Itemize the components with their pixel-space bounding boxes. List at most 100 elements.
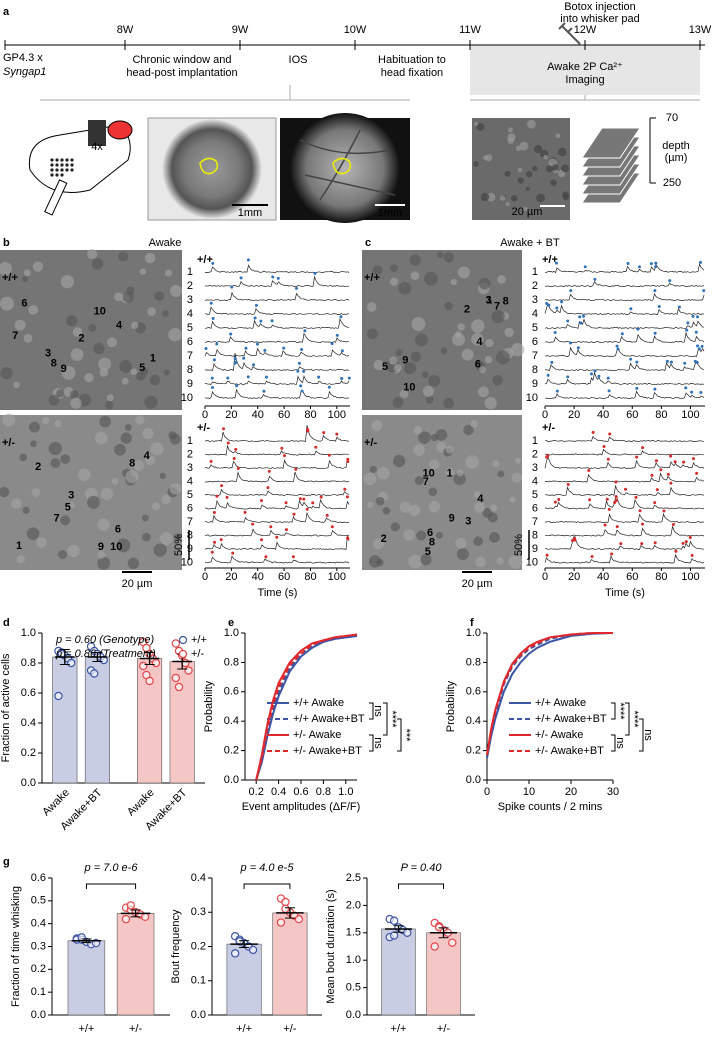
x-tick-label: 0	[484, 786, 490, 798]
cell	[473, 121, 479, 127]
genotype-badge: +/-	[2, 437, 15, 449]
cell	[118, 251, 129, 262]
objective-label: 4x	[91, 141, 103, 153]
event-marker	[210, 386, 214, 390]
cell	[451, 332, 466, 346]
cell	[114, 443, 126, 456]
fov-image	[362, 250, 522, 410]
trace	[544, 346, 705, 357]
cell-label: 1	[16, 540, 22, 552]
event-marker	[313, 271, 317, 275]
x-tick-label: 0	[542, 409, 548, 421]
event-marker	[545, 553, 549, 557]
trace	[544, 331, 705, 343]
data-point	[90, 669, 99, 678]
cell	[526, 170, 533, 178]
trace	[544, 360, 705, 372]
event-marker	[579, 321, 583, 325]
strain: GP4.3 x	[3, 52, 43, 64]
cell	[443, 397, 455, 409]
cell	[144, 395, 158, 409]
cell	[98, 357, 112, 371]
y-tick-label: 0.6	[466, 686, 481, 698]
cell-label: 5	[139, 362, 145, 374]
row-label: 4	[187, 475, 193, 487]
cell-label: 7	[423, 476, 429, 488]
trace	[544, 435, 705, 442]
cell	[163, 369, 170, 376]
y-tick-label: 0.2	[31, 963, 46, 975]
event-marker	[275, 535, 279, 539]
ios-window	[162, 119, 262, 219]
event-marker	[593, 277, 597, 281]
cell	[471, 332, 484, 346]
cell	[390, 522, 400, 532]
cell	[28, 304, 39, 315]
cell-label: 9	[98, 541, 104, 553]
y-tick-label: 0.0	[224, 774, 239, 786]
cell	[169, 482, 182, 495]
y-tick-label: 0.8	[224, 656, 239, 668]
data-point	[281, 904, 290, 914]
y-tick-label: 0.8	[21, 657, 36, 669]
event-marker	[291, 555, 295, 559]
whisker-dot	[55, 168, 59, 172]
cell	[495, 350, 510, 365]
event-marker	[677, 305, 681, 309]
cell	[29, 421, 41, 433]
barrel-roi	[332, 157, 352, 175]
cell	[437, 251, 444, 258]
sig-bracket	[397, 718, 402, 752]
row-label: 8	[187, 529, 193, 541]
event-marker	[690, 390, 694, 394]
x-tick-label: 100	[328, 409, 346, 421]
cell	[473, 161, 479, 167]
event-marker	[545, 455, 549, 459]
trace	[544, 318, 705, 329]
event-marker	[282, 346, 286, 350]
strain: Syngap1	[3, 66, 46, 78]
event-marker	[673, 460, 677, 464]
cell	[389, 356, 398, 365]
y-tick-label: 0.5	[31, 895, 46, 907]
cell	[461, 348, 474, 361]
x-tick-label: 0	[202, 409, 208, 421]
cell	[130, 368, 138, 376]
cell-label: 4	[144, 450, 151, 462]
row-label: 2	[187, 448, 193, 460]
significance: ****	[628, 710, 640, 728]
cell	[425, 395, 434, 404]
data-point	[139, 661, 148, 671]
cell	[514, 457, 521, 464]
axis-title: Event amplitudes (ΔF/F)	[242, 801, 361, 813]
event-marker	[665, 359, 669, 363]
cell	[410, 351, 422, 362]
whisker-dot	[60, 173, 64, 177]
cell	[487, 512, 498, 523]
event-marker	[608, 432, 612, 436]
trace	[205, 374, 350, 385]
row-label: 3	[532, 462, 538, 474]
x-tick-label: 20	[568, 571, 580, 583]
event-marker	[259, 319, 263, 323]
axis-title: Time (s)	[258, 587, 298, 599]
x-tick-label: +/+	[391, 1023, 407, 1035]
cell	[473, 491, 481, 499]
cell	[369, 465, 377, 474]
data-point	[276, 918, 286, 927]
annotation: p = 0.86 (Treatment)	[55, 648, 156, 660]
cell	[119, 359, 133, 373]
cell	[550, 179, 557, 186]
event-marker	[655, 488, 659, 492]
cell	[454, 331, 462, 338]
cell	[411, 317, 426, 331]
event-marker	[690, 553, 694, 557]
cell	[445, 445, 454, 454]
cell	[68, 502, 76, 509]
trace	[544, 292, 705, 301]
x-tick-label: 20	[568, 409, 580, 421]
event-marker	[607, 389, 611, 393]
trace	[204, 306, 349, 315]
cell	[413, 426, 423, 435]
